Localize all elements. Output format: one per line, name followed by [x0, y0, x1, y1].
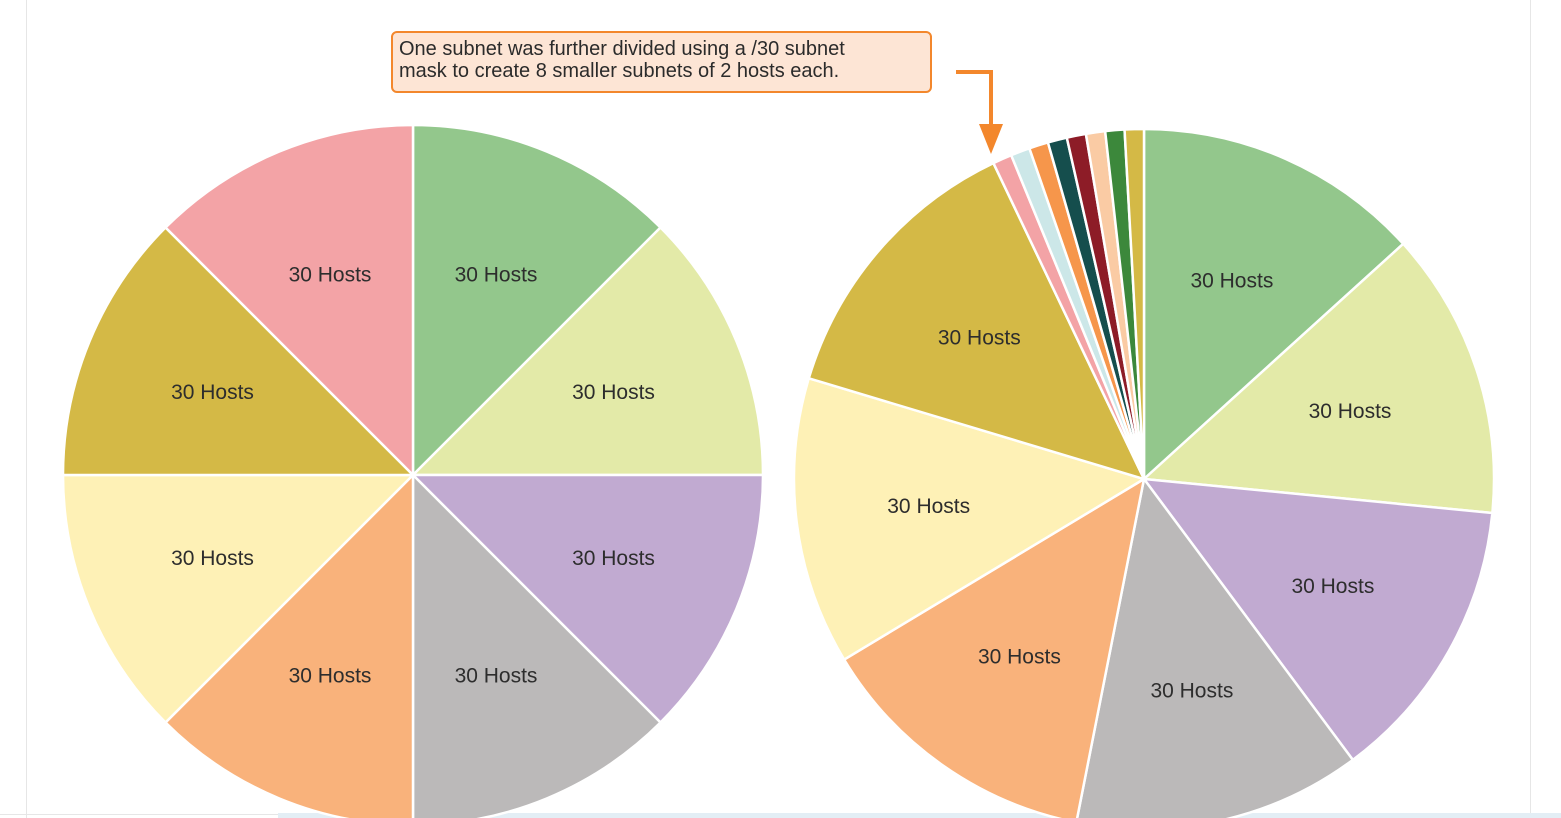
- bottom-scroll-strip: [278, 813, 1561, 818]
- pie-2-slice-15: [1123, 127, 1146, 481]
- pie-2-slice-3: [1142, 477, 1494, 762]
- pie-2-slice-2-label: 30 Hosts: [1309, 400, 1392, 423]
- pie-1-slice-3: [411, 473, 765, 724]
- pie-2-slice-7: [807, 161, 1146, 481]
- pie-1-slice-1-label: 30 Hosts: [455, 264, 538, 287]
- bottom-divider: [0, 814, 278, 815]
- pie-1-slice-2-label: 30 Hosts: [572, 381, 655, 404]
- callout-line-1: One subnet was further divided using a /…: [399, 38, 845, 60]
- pie-1-slice-4: [411, 473, 662, 818]
- pie-1-slice-7: [61, 226, 415, 477]
- pie-2-slice-6: [792, 377, 1146, 661]
- page-border-left: [26, 0, 27, 818]
- pie-1-slice-8: [164, 123, 415, 477]
- pie-2-slice-7-label: 30 Hosts: [938, 327, 1021, 350]
- pie-1-slice-6: [61, 473, 415, 724]
- pie-1-slice-5: [164, 473, 415, 818]
- pie-2-slice-3-label: 30 Hosts: [1291, 575, 1374, 598]
- pie-2-slice-4-label: 30 Hosts: [1150, 680, 1233, 703]
- pie-2-slice-4: [1075, 477, 1355, 818]
- pie-2-slice-1: [1142, 127, 1405, 481]
- pie-1-slice-2: [411, 226, 765, 477]
- pie-chart-subdivided: 30 Hosts 30 Hosts 30 Hosts 30 Hosts 30 Hosts…: [792, 127, 1496, 818]
- pie-2-slice-6-label: 30 Hosts: [887, 495, 970, 518]
- pie-2-slice-5-label: 30 Hosts: [978, 646, 1061, 669]
- pie-1-slice-6-label: 30 Hosts: [171, 547, 254, 570]
- callout-arrow: [956, 70, 1003, 154]
- page-border-right: [1530, 0, 1531, 818]
- pie-1-slice-5-label: 30 Hosts: [289, 665, 372, 688]
- pie-2-slice-1-label: 30 Hosts: [1190, 270, 1273, 293]
- callout-box: One subnet was further divided using a /…: [391, 31, 932, 93]
- pie-2-slice-2: [1142, 242, 1496, 515]
- pie-chart-original: 30 Hosts 30 Hosts 30 Hosts 30 Hosts 30 Hosts…: [61, 123, 765, 818]
- pie-1-slice-1: [411, 123, 662, 477]
- pie-2-slice-5: [842, 477, 1146, 818]
- pie-1-slice-4-label: 30 Hosts: [455, 665, 538, 688]
- pie-1-slice-8-label: 30 Hosts: [289, 264, 372, 287]
- pie-1-slice-7-label: 30 Hosts: [171, 381, 254, 404]
- pie-1-slice-3-label: 30 Hosts: [572, 547, 655, 570]
- callout-line-2: mask to create 8 smaller subnets of 2 ho…: [399, 60, 840, 82]
